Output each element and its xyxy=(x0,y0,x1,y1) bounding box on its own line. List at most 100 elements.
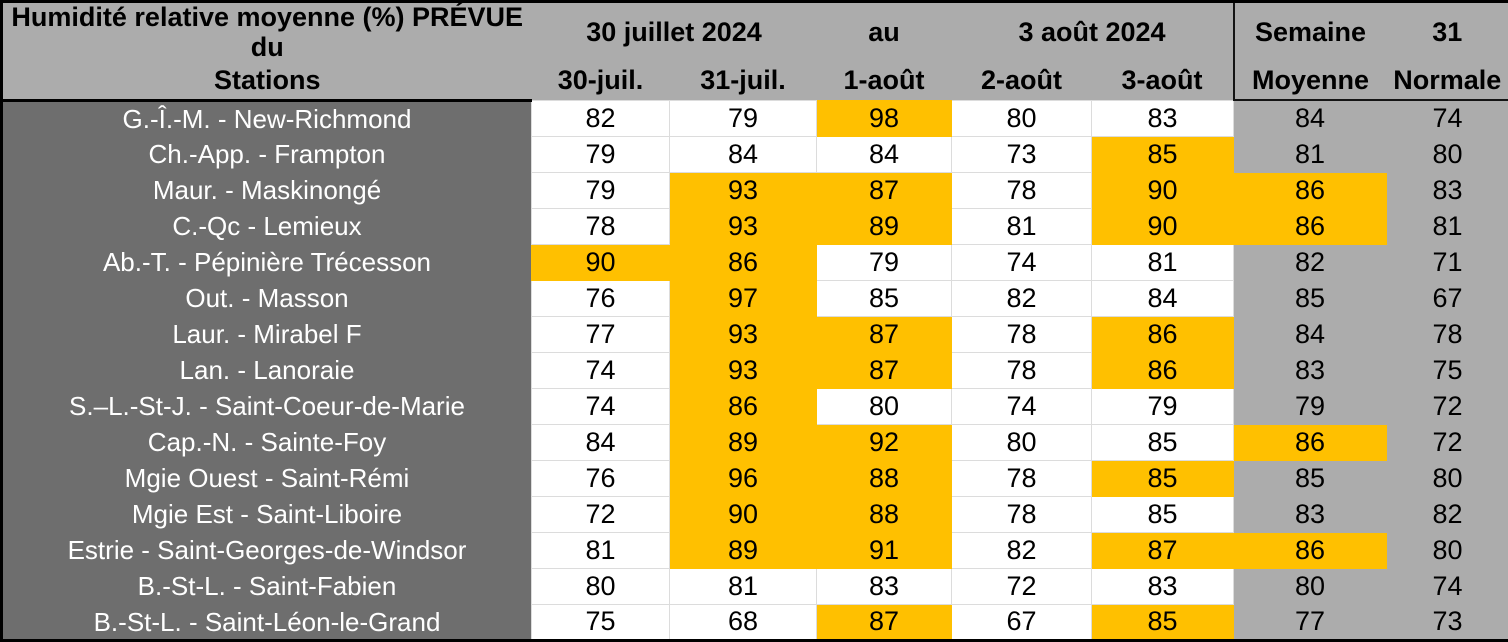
value-cell: 84 xyxy=(1092,280,1234,316)
value-cell: 77 xyxy=(1234,604,1387,640)
value-cell: 78 xyxy=(952,316,1092,352)
value-cell: 76 xyxy=(532,460,670,496)
value-cell: 83 xyxy=(1092,568,1234,604)
value-cell: 80 xyxy=(1234,568,1387,604)
value-cell: 73 xyxy=(952,136,1092,172)
value-cell-highlighted: 89 xyxy=(670,424,817,460)
day-header-1-aout: 1-août xyxy=(817,62,952,100)
station-cell: Mgie Ouest - Saint-Rémi xyxy=(2,460,532,496)
value-cell: 81 xyxy=(952,208,1092,244)
value-cell-highlighted: 86 xyxy=(670,388,817,424)
value-cell: 74 xyxy=(532,352,670,388)
week-column-header-top: Semaine xyxy=(1234,2,1387,63)
value-cell-highlighted: 87 xyxy=(1092,532,1234,568)
value-cell: 79 xyxy=(817,244,952,280)
station-cell: Cap.-N. - Sainte-Foy xyxy=(2,424,532,460)
value-cell-highlighted: 90 xyxy=(1092,208,1234,244)
value-cell: 79 xyxy=(1234,388,1387,424)
value-cell-highlighted: 90 xyxy=(1092,172,1234,208)
value-cell: 68 xyxy=(670,604,817,640)
value-cell: 79 xyxy=(532,172,670,208)
value-cell: 75 xyxy=(1387,352,1508,388)
station-cell: B.-St-L. - Saint-Fabien xyxy=(2,568,532,604)
value-cell: 85 xyxy=(1234,280,1387,316)
value-cell-highlighted: 85 xyxy=(1092,604,1234,640)
value-cell-highlighted: 88 xyxy=(817,460,952,496)
station-cell: Estrie - Saint-Georges-de-Windsor xyxy=(2,532,532,568)
value-cell: 77 xyxy=(532,316,670,352)
value-cell-highlighted: 89 xyxy=(670,532,817,568)
value-cell-highlighted: 97 xyxy=(670,280,817,316)
value-cell: 80 xyxy=(532,568,670,604)
value-cell-highlighted: 87 xyxy=(817,172,952,208)
value-cell: 85 xyxy=(1092,424,1234,460)
value-cell: 83 xyxy=(1234,352,1387,388)
value-cell-highlighted: 93 xyxy=(670,316,817,352)
value-cell: 84 xyxy=(670,136,817,172)
value-cell: 81 xyxy=(1387,208,1508,244)
value-cell: 74 xyxy=(952,388,1092,424)
value-cell: 78 xyxy=(952,460,1092,496)
value-cell: 72 xyxy=(532,496,670,532)
station-cell: G.-Î.-M. - New-Richmond xyxy=(2,100,532,136)
station-cell: S.–L.-St-J. - Saint-Coeur-de-Marie xyxy=(2,388,532,424)
value-cell: 74 xyxy=(952,244,1092,280)
value-cell-highlighted: 96 xyxy=(670,460,817,496)
value-cell-highlighted: 86 xyxy=(1234,424,1387,460)
value-cell: 72 xyxy=(952,568,1092,604)
station-cell: Ab.-T. - Pépinière Trécesson xyxy=(2,244,532,280)
station-cell: Laur. - Mirabel F xyxy=(2,316,532,352)
value-cell-highlighted: 93 xyxy=(670,172,817,208)
value-cell: 80 xyxy=(1387,460,1508,496)
station-cell: Lan. - Lanoraie xyxy=(2,352,532,388)
day-header-31-juil: 31-juil. xyxy=(670,62,817,100)
value-cell: 84 xyxy=(1234,316,1387,352)
value-cell: 74 xyxy=(1387,568,1508,604)
value-cell: 82 xyxy=(1387,496,1508,532)
value-cell: 73 xyxy=(1387,604,1508,640)
value-cell-highlighted: 93 xyxy=(670,352,817,388)
value-cell-highlighted: 86 xyxy=(1234,208,1387,244)
value-cell: 79 xyxy=(532,136,670,172)
value-cell: 84 xyxy=(817,136,952,172)
header-group-row: Humidité relative moyenne (%) PRÉVUE du … xyxy=(2,2,1508,63)
value-cell: 82 xyxy=(532,100,670,136)
value-cell-highlighted: 88 xyxy=(817,496,952,532)
value-cell: 80 xyxy=(817,388,952,424)
value-cell: 83 xyxy=(817,568,952,604)
value-cell: 82 xyxy=(952,280,1092,316)
value-cell-highlighted: 86 xyxy=(1234,172,1387,208)
station-cell: C.-Qc - Lemieux xyxy=(2,208,532,244)
value-cell: 78 xyxy=(952,496,1092,532)
day-header-2-aout: 2-août xyxy=(952,62,1092,100)
value-cell: 76 xyxy=(532,280,670,316)
value-cell: 80 xyxy=(952,424,1092,460)
value-cell: 78 xyxy=(952,172,1092,208)
date-range-end-header: 3 août 2024 xyxy=(952,2,1234,63)
value-cell-highlighted: 86 xyxy=(1092,352,1234,388)
value-cell: 85 xyxy=(817,280,952,316)
value-cell-highlighted: 91 xyxy=(817,532,952,568)
value-cell: 78 xyxy=(952,352,1092,388)
value-cell: 67 xyxy=(952,604,1092,640)
week-column-header-bottom: Moyenne xyxy=(1234,62,1387,100)
stations-header: Stations xyxy=(2,62,532,100)
normal-column-header-bottom: Normale xyxy=(1387,62,1508,100)
value-cell-highlighted: 86 xyxy=(1234,532,1387,568)
value-cell: 81 xyxy=(532,532,670,568)
day-header-30-juil: 30-juil. xyxy=(532,62,670,100)
value-cell-highlighted: 86 xyxy=(1092,316,1234,352)
value-cell: 78 xyxy=(1387,316,1508,352)
value-cell-highlighted: 87 xyxy=(817,352,952,388)
